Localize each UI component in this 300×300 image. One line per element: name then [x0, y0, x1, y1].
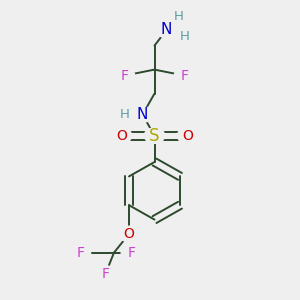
Ellipse shape	[114, 68, 135, 83]
Text: O: O	[182, 129, 193, 142]
Text: O: O	[116, 129, 127, 142]
Ellipse shape	[156, 22, 177, 38]
Text: F: F	[102, 267, 110, 280]
Text: H: H	[174, 10, 183, 23]
Text: S: S	[149, 127, 160, 145]
Ellipse shape	[144, 128, 165, 143]
Text: O: O	[124, 227, 134, 241]
Ellipse shape	[121, 245, 142, 260]
Text: H: H	[120, 108, 129, 121]
Text: F: F	[76, 246, 84, 260]
Ellipse shape	[177, 128, 198, 143]
Ellipse shape	[168, 9, 189, 24]
Text: F: F	[121, 69, 128, 82]
Ellipse shape	[174, 29, 195, 44]
Ellipse shape	[119, 226, 139, 242]
Ellipse shape	[114, 107, 135, 122]
Text: F: F	[181, 69, 188, 82]
Text: N: N	[161, 22, 172, 38]
Ellipse shape	[95, 266, 116, 281]
Text: H: H	[180, 30, 189, 43]
Ellipse shape	[111, 128, 132, 143]
Text: N: N	[137, 107, 148, 122]
Ellipse shape	[174, 68, 195, 83]
Ellipse shape	[132, 107, 153, 122]
Ellipse shape	[70, 245, 91, 260]
Text: F: F	[128, 246, 135, 260]
